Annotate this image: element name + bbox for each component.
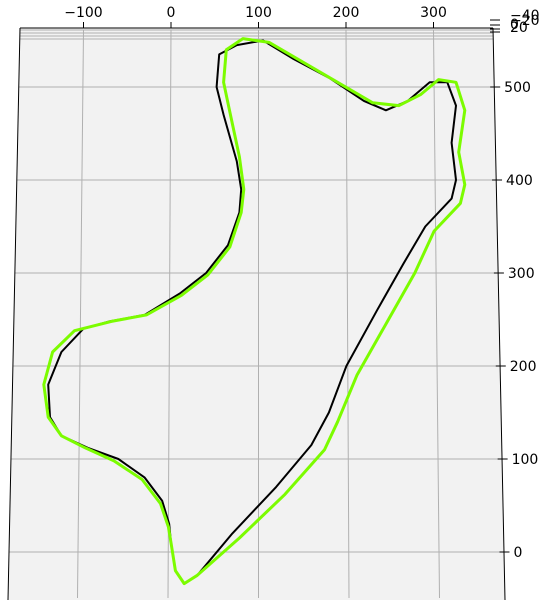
series-group xyxy=(42,37,467,586)
z-tick-label: 20 xyxy=(510,20,528,36)
x-tick-label: 100 xyxy=(245,5,272,21)
x-tick-label: −100 xyxy=(64,5,102,21)
y-tick-label: 400 xyxy=(506,173,533,189)
y-tick-label: 200 xyxy=(510,359,537,375)
z-tick-label: 0 xyxy=(510,17,519,33)
series-line-2 xyxy=(42,37,467,586)
x-gridline xyxy=(167,29,172,599)
left-edge xyxy=(7,27,21,601)
x-tick-label: 0 xyxy=(167,5,176,21)
x-gridline xyxy=(433,29,440,599)
z-tick-label: −20 xyxy=(510,13,540,29)
x-tick-label: 200 xyxy=(333,5,360,21)
plot-pane xyxy=(8,28,505,600)
pane-background xyxy=(8,28,505,600)
y-tick-label: 300 xyxy=(508,266,535,282)
y-axis-spine xyxy=(492,27,506,601)
y-tick-label: 0 xyxy=(513,545,522,561)
y-tick-label: 100 xyxy=(512,452,539,468)
y-tick-label: 500 xyxy=(504,80,531,96)
grid-lines xyxy=(9,29,504,599)
x-tick-label: 300 xyxy=(420,5,447,21)
x-gridline xyxy=(77,29,84,599)
z-tick-label: −40 xyxy=(510,8,540,24)
x-gridline xyxy=(345,29,350,599)
axis-spines xyxy=(7,19,510,601)
